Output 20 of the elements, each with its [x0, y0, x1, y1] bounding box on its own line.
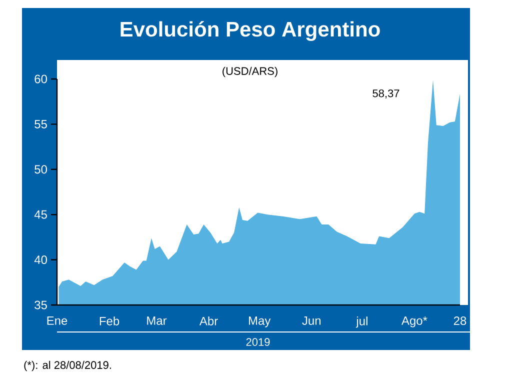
x-tick-label: Mar [147, 316, 167, 325]
x-tick-label: May [249, 316, 271, 328]
y-tick-label: 45 [34, 210, 47, 219]
x-tick-label: Abr [199, 316, 218, 326]
x-tick-label: Ago* [401, 316, 428, 328]
y-tick-label: 60 [34, 74, 48, 84]
y-tick-label: 50 [34, 165, 48, 174]
y-tick-label: 35 [34, 300, 47, 310]
text: (*): al 28/08/2019. [24, 360, 111, 372]
x-tick-label: 28 [454, 316, 466, 326]
x-tick-label: Feb [100, 316, 120, 326]
x-tick-label: Ene [47, 316, 68, 325]
x-tick-label: jul [356, 316, 368, 328]
x-tick-label: Jun [302, 316, 321, 325]
chart-subtitle: (USD/ARS) [222, 66, 278, 78]
annotation: 58,37 [372, 89, 400, 99]
y-tick-label: 55 [34, 120, 47, 128]
y-tick-label: 40 [34, 256, 48, 264]
x-axis-title: 2019 [246, 338, 270, 346]
chart-title: Evolución Peso Argentino [120, 21, 380, 41]
